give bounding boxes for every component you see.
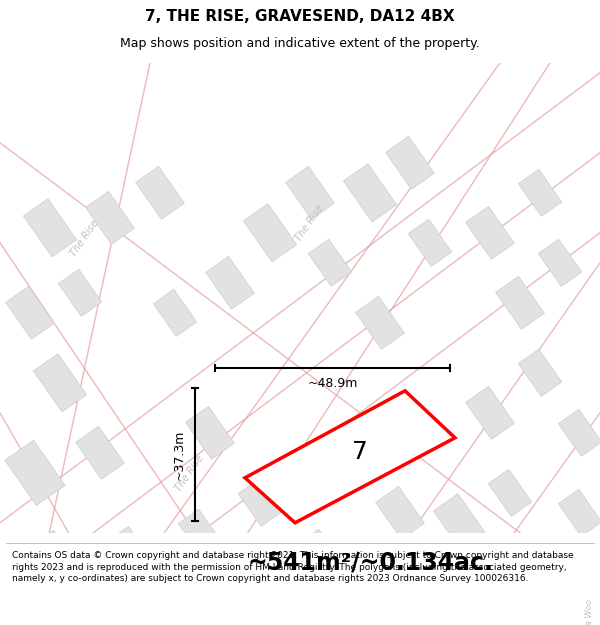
Text: The Rise: The Rise <box>69 217 101 258</box>
Polygon shape <box>244 204 296 262</box>
Text: The Rise: The Rise <box>174 452 206 493</box>
Polygon shape <box>408 219 452 266</box>
Polygon shape <box>133 594 187 625</box>
Text: 7, THE RISE, GRAVESEND, DA12 4BX: 7, THE RISE, GRAVESEND, DA12 4BX <box>145 9 455 24</box>
Polygon shape <box>466 386 514 439</box>
Polygon shape <box>5 286 55 339</box>
Polygon shape <box>23 199 77 257</box>
Text: ~541m²/~0.134ac.: ~541m²/~0.134ac. <box>247 551 493 575</box>
Polygon shape <box>386 136 434 189</box>
Polygon shape <box>86 191 134 244</box>
Polygon shape <box>466 206 514 259</box>
Polygon shape <box>328 419 372 466</box>
Polygon shape <box>206 256 254 309</box>
Text: ~48.9m: ~48.9m <box>307 378 358 390</box>
Polygon shape <box>455 586 505 625</box>
Polygon shape <box>403 624 457 625</box>
Polygon shape <box>185 406 235 459</box>
Polygon shape <box>298 529 342 576</box>
Polygon shape <box>136 166 184 219</box>
Polygon shape <box>286 166 334 219</box>
Polygon shape <box>34 354 86 412</box>
Text: The Rise: The Rise <box>294 202 326 243</box>
Text: Cimba Woo: Cimba Woo <box>586 599 595 625</box>
Polygon shape <box>153 289 197 336</box>
Polygon shape <box>496 276 544 329</box>
Polygon shape <box>518 169 562 216</box>
Polygon shape <box>5 440 65 506</box>
Polygon shape <box>518 349 562 396</box>
Polygon shape <box>343 164 397 222</box>
Text: Contains OS data © Crown copyright and database right 2021. This information is : Contains OS data © Crown copyright and d… <box>12 551 574 583</box>
Polygon shape <box>238 479 282 526</box>
Polygon shape <box>488 469 532 516</box>
Polygon shape <box>25 530 85 596</box>
Text: 7: 7 <box>352 440 368 464</box>
Text: Map shows position and indicative extent of the property.: Map shows position and indicative extent… <box>120 38 480 51</box>
Polygon shape <box>558 489 600 536</box>
Polygon shape <box>76 426 124 479</box>
Polygon shape <box>538 239 582 286</box>
Polygon shape <box>558 589 600 625</box>
Polygon shape <box>433 494 487 552</box>
Polygon shape <box>58 269 102 316</box>
Polygon shape <box>558 409 600 456</box>
Polygon shape <box>316 616 364 625</box>
Polygon shape <box>356 296 404 349</box>
Polygon shape <box>100 620 160 625</box>
Polygon shape <box>308 239 352 286</box>
Polygon shape <box>245 391 455 522</box>
Polygon shape <box>106 526 154 579</box>
Polygon shape <box>178 509 222 556</box>
Text: ~37.3m: ~37.3m <box>173 429 185 479</box>
Polygon shape <box>376 486 424 539</box>
